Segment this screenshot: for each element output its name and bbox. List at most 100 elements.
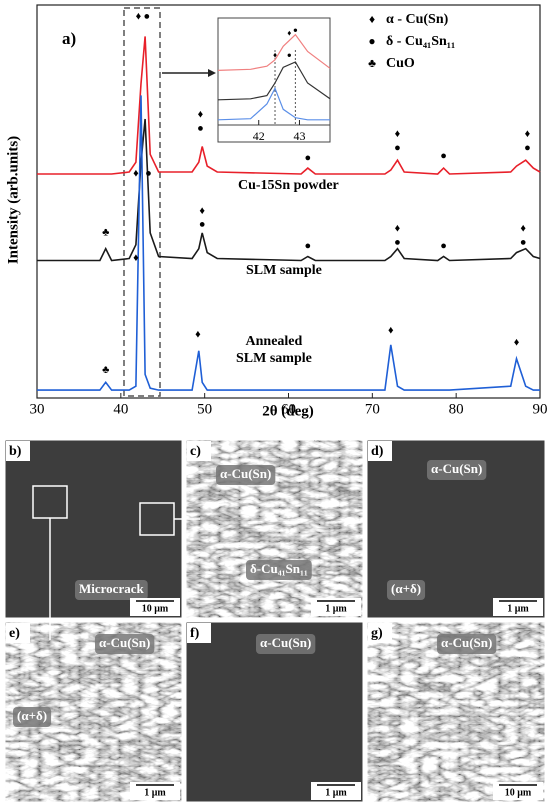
scale-label: 1 μm bbox=[325, 603, 347, 614]
peak-marker: ♦ bbox=[525, 128, 531, 140]
annotation: α-Cu(Sn) bbox=[220, 466, 271, 481]
legend-symbol: ♦ bbox=[369, 12, 375, 26]
scale-label: 1 μm bbox=[507, 603, 529, 614]
series-line bbox=[217, 61, 331, 101]
peak-marker: ● bbox=[394, 142, 401, 154]
annotation-bg bbox=[75, 580, 148, 600]
x-tick-label: 40 bbox=[113, 401, 128, 417]
peak-marker: ● bbox=[287, 51, 292, 60]
annotation: (α+δ) bbox=[391, 581, 421, 596]
legend-label: δ - Cu₄₁Sn₁₁ bbox=[386, 34, 455, 49]
annotation-bg bbox=[256, 634, 316, 654]
series-label: SLM sample bbox=[246, 263, 322, 278]
annotation-bg bbox=[427, 460, 487, 480]
annotation: Microcrack bbox=[79, 581, 144, 596]
x-axis-label: 2θ (deg) bbox=[262, 403, 314, 419]
scale-bar-bg bbox=[493, 598, 543, 616]
panel-label-bg bbox=[187, 623, 211, 643]
scale-label: 1 μm bbox=[144, 787, 166, 798]
annotation: (α+δ) bbox=[17, 708, 47, 723]
scale-bar-bg bbox=[493, 782, 543, 800]
legend-label: CuO bbox=[386, 56, 415, 71]
zoom-arrow-head bbox=[208, 69, 216, 77]
x-tick-label: 60 bbox=[281, 401, 296, 417]
panel-label: b) bbox=[9, 444, 22, 459]
scale-bar-bg bbox=[130, 598, 180, 616]
peak-marker: ♦ bbox=[287, 28, 291, 37]
micrograph-frame bbox=[366, 439, 546, 619]
annotation-bg bbox=[246, 560, 312, 580]
series-label: Cu-15Sn powder bbox=[238, 178, 339, 193]
inset-frame bbox=[217, 17, 331, 143]
peak-marker: ♣ bbox=[102, 364, 109, 376]
micrograph-frame bbox=[4, 621, 183, 803]
legend-label: α - Cu(Sn) bbox=[386, 12, 449, 27]
panel-label: f) bbox=[190, 626, 200, 641]
series-label: Annealed SLM sample bbox=[236, 334, 312, 366]
x-tick-label: 30 bbox=[30, 401, 45, 417]
x-tick-label: 90 bbox=[533, 401, 548, 417]
annotation: α-Cu(Sn) bbox=[431, 461, 482, 476]
panel-label: g) bbox=[371, 626, 383, 641]
annotation: α-Cu(Sn) bbox=[260, 635, 311, 650]
panel-label-bg bbox=[187, 441, 211, 461]
peak-marker: ● bbox=[520, 236, 527, 248]
panel-label: a) bbox=[62, 29, 76, 48]
series-line bbox=[217, 86, 330, 121]
series-line bbox=[217, 33, 331, 71]
legend-symbol: ♣ bbox=[368, 56, 376, 70]
scale-bar-bg bbox=[311, 598, 361, 616]
peak-marker: ♣ bbox=[102, 226, 109, 238]
peak-marker: ● bbox=[293, 25, 298, 34]
panel-label: e) bbox=[9, 626, 20, 641]
peak-marker: ♦ bbox=[520, 223, 526, 235]
peak-marker: ♦ bbox=[133, 252, 139, 264]
y-axis-label: Intensity (arb.units) bbox=[5, 136, 21, 264]
peak-marker: ● bbox=[304, 152, 311, 164]
micrograph-frame bbox=[366, 621, 546, 803]
legend-symbol: ● bbox=[368, 34, 375, 48]
panel-label-bg bbox=[368, 623, 392, 643]
micrograph-frame bbox=[185, 621, 364, 803]
x-tick-label: 70 bbox=[365, 401, 380, 417]
micrograph-frame bbox=[4, 439, 183, 619]
peak-marker: ● bbox=[197, 122, 204, 134]
peak-marker: ● bbox=[440, 240, 447, 252]
annotation-bg bbox=[95, 634, 155, 654]
peak-marker: ♦ bbox=[199, 205, 205, 217]
zoom-box bbox=[123, 7, 161, 397]
peak-marker: ♦ bbox=[133, 168, 139, 180]
peak-marker: ♦ bbox=[136, 10, 142, 22]
peak-marker: ● bbox=[143, 10, 150, 22]
peak-marker: ● bbox=[145, 168, 152, 180]
panel-label: c) bbox=[190, 444, 201, 459]
annotation: δ-Cu₄₁Sn₁₁ bbox=[250, 561, 308, 576]
peak-marker: ● bbox=[199, 219, 206, 231]
x-tick-label: 42 bbox=[253, 129, 265, 143]
annotation-bg bbox=[437, 634, 497, 654]
annotation-bg bbox=[13, 707, 52, 727]
panel-label-bg bbox=[6, 623, 30, 643]
peak-marker: ♦ bbox=[395, 223, 401, 235]
peak-marker: ♦ bbox=[198, 109, 204, 121]
panel-label: d) bbox=[371, 444, 384, 459]
peak-marker: ● bbox=[524, 142, 531, 154]
peak-marker: ♦ bbox=[195, 329, 201, 341]
x-tick-label: 43 bbox=[293, 129, 305, 143]
peak-marker: ● bbox=[394, 236, 401, 248]
peak-marker: ♦ bbox=[395, 128, 401, 140]
annotation: α-Cu(Sn) bbox=[99, 635, 150, 650]
x-tick-label: 50 bbox=[197, 401, 212, 417]
series-line bbox=[37, 95, 540, 391]
x-tick-label: 80 bbox=[449, 401, 464, 417]
micrograph-frame bbox=[185, 439, 364, 619]
peak-marker: ● bbox=[440, 150, 447, 162]
peak-marker: ● bbox=[304, 240, 311, 252]
peak-marker: ♦ bbox=[388, 325, 394, 337]
annotation-bg bbox=[387, 580, 426, 600]
annotation: α-Cu(Sn) bbox=[441, 635, 492, 650]
panel-label-bg bbox=[368, 441, 392, 461]
annotation-bg bbox=[216, 465, 276, 485]
